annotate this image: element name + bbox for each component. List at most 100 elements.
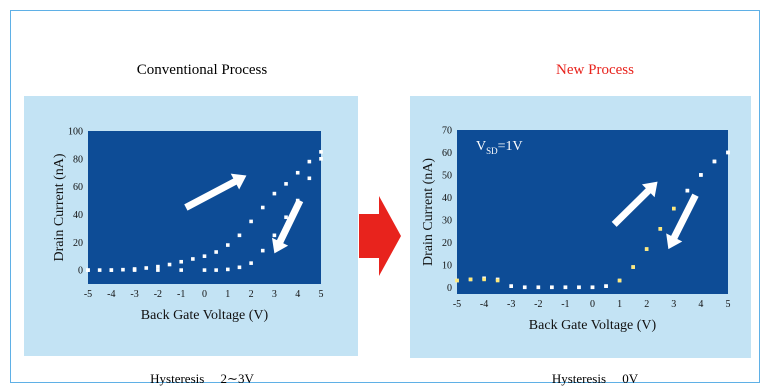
right-data-point (468, 277, 473, 282)
left-data-point (109, 268, 114, 272)
right-data-point (455, 278, 459, 283)
left-forward-sweep-arrow-icon (184, 173, 247, 211)
right-y-axis-label: Drain Current (nA) (421, 158, 436, 266)
right-data-point (563, 285, 568, 290)
right-data-point (536, 285, 541, 290)
right-y-tick-label: 10 (442, 260, 452, 271)
right-x-tick-label: 5 (726, 299, 731, 310)
left-x-tick-label: -3 (130, 289, 138, 300)
right-chart-title: New Process (556, 62, 634, 78)
right-y-tick-label: 50 (442, 170, 452, 181)
center-arrow-icon (359, 196, 401, 276)
right-data-point (495, 278, 500, 283)
right-data-point (726, 150, 730, 155)
right-x-tick-label: -2 (534, 299, 542, 310)
left-y-tick-label: 0 (78, 266, 83, 277)
left-y-tick-label: 60 (73, 182, 83, 193)
right-x-tick-label: 1 (617, 299, 622, 310)
left-data-point (202, 254, 207, 258)
right-chart-panel: -5 -4 -3 -2 -1 0 1 2 3 4 5 0 10 20 30 40 50 60 70 Back Gate… (410, 96, 751, 358)
left-x-tick-label: -5 (84, 289, 92, 300)
right-y-tick-label: 20 (442, 238, 452, 249)
left-chart-panel: -5 -4 -3 -2 -1 0 1 2 3 4 5 0 20 40 60 80 100 Back Gate Vo… (24, 96, 358, 356)
right-data-point (577, 285, 581, 290)
right-forward-sweep-arrow-icon (611, 181, 658, 227)
left-data-point (144, 266, 149, 270)
left-data-point (260, 205, 265, 210)
right-hysteresis-label: Hysteresis 0V (551, 371, 639, 386)
right-data-point (685, 188, 690, 193)
left-data-point (191, 257, 195, 261)
left-hysteresis-label: Hysteresis 2∼3V (150, 371, 254, 386)
left-x-tick-label: 5 (319, 289, 324, 300)
left-data-point (156, 268, 160, 272)
right-data-point (644, 247, 649, 251)
left-data-point (86, 268, 90, 272)
left-data-point (284, 182, 288, 186)
left-x-tick-label: 4 (295, 289, 300, 300)
left-data-point (214, 250, 218, 254)
left-data-point (237, 233, 242, 238)
right-data-point (522, 285, 527, 290)
left-data-point (249, 219, 253, 224)
left-x-tick-label: 3 (272, 289, 277, 300)
left-data-point (260, 248, 265, 253)
right-y-tick-label: 60 (442, 148, 452, 159)
left-data-point (97, 268, 102, 272)
left-x-tick-label: 0 (202, 289, 207, 300)
left-x-tick-label: -4 (107, 289, 115, 300)
left-y-tick-label: 80 (73, 154, 83, 165)
left-data-point (226, 267, 230, 272)
left-x-tick-label: -2 (154, 289, 162, 300)
left-chart-title: Conventional Process (136, 62, 268, 78)
left-data-point (319, 157, 323, 161)
left-data-point (202, 268, 207, 272)
right-data-point (509, 284, 513, 288)
left-data-point (226, 243, 230, 247)
left-y-tick-label: 100 (68, 127, 83, 138)
left-y-tick-label: 20 (73, 238, 83, 249)
left-x-axis-label: Back Gate Voltage (V) (141, 308, 269, 323)
left-data-point (121, 267, 125, 272)
right-data-point (631, 265, 635, 269)
left-data-point (272, 191, 277, 196)
left-data-point (167, 262, 172, 267)
right-x-tick-label: -3 (507, 299, 515, 310)
right-plot-area (457, 130, 728, 294)
left-data-point (179, 259, 183, 264)
right-x-tick-label: -5 (453, 299, 461, 310)
right-x-tick-label: -4 (480, 299, 488, 310)
left-data-point (237, 265, 242, 270)
left-data-point (272, 233, 277, 238)
right-data-point (482, 277, 486, 282)
left-x-tick-label: -1 (177, 289, 185, 300)
left-data-point (156, 264, 160, 269)
right-x-axis-label: Back Gate Voltage (V) (529, 318, 657, 333)
right-x-tick-label: 0 (590, 299, 595, 310)
right-data-point (617, 278, 622, 283)
left-data-point (319, 150, 323, 154)
right-reverse-sweep-arrow-icon (666, 193, 699, 250)
right-x-tick-label: 2 (644, 299, 649, 310)
left-data-point (295, 170, 300, 175)
right-y-tick-label: 0 (447, 283, 452, 294)
left-plot-area (88, 131, 321, 284)
right-data-point (699, 173, 703, 177)
left-x-tick-label: 1 (225, 289, 230, 300)
right-y-tick-label: 30 (442, 215, 452, 226)
right-data-point (712, 159, 717, 164)
right-data-point (550, 285, 554, 290)
right-data-point (590, 285, 595, 290)
right-x-tick-label: 3 (671, 299, 676, 310)
right-data-point (672, 206, 676, 211)
right-y-tick-label: 70 (442, 126, 452, 137)
left-data-point (307, 159, 312, 164)
left-data-point (214, 268, 218, 272)
left-data-point (132, 268, 137, 272)
left-data-point (307, 176, 312, 181)
figure-frame (10, 10, 760, 383)
left-data-point (249, 261, 253, 265)
left-reverse-sweep-arrow-icon (271, 199, 304, 254)
right-y-tick-label: 40 (442, 193, 452, 204)
